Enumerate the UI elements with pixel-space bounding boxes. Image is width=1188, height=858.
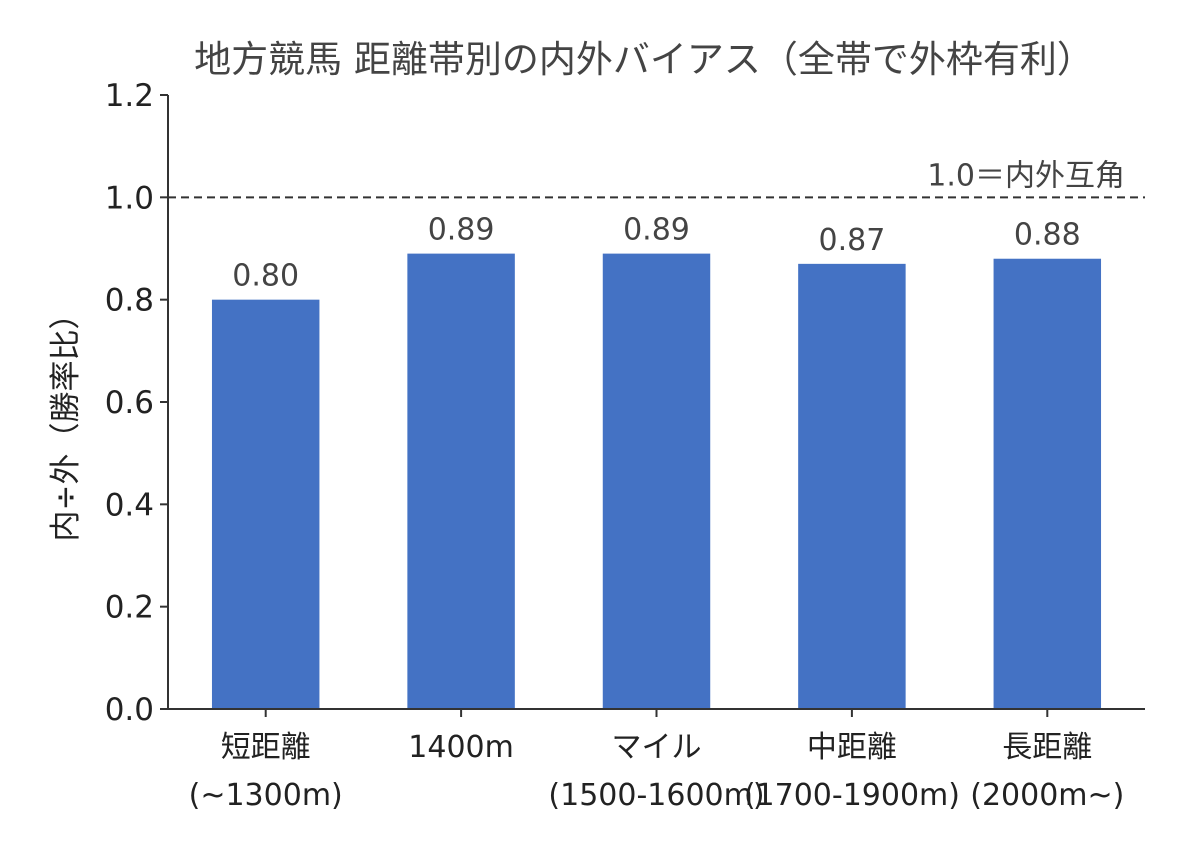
y-tick-label: 0.6 bbox=[105, 385, 154, 421]
bar bbox=[407, 253, 515, 709]
data-label: 0.89 bbox=[623, 213, 690, 248]
x-tick-label: (~1300m) bbox=[189, 778, 343, 813]
reference-line-label: 1.0＝内外互角 bbox=[927, 158, 1125, 193]
y-tick-label: 0.0 bbox=[105, 692, 154, 728]
y-tick-label: 1.0 bbox=[105, 180, 154, 216]
x-ticks-group: 短距離 (~1300m) 1400m マイル (1500-1600m) 中距離 (1700-… bbox=[189, 709, 1124, 813]
data-label: 0.89 bbox=[428, 213, 495, 248]
x-tick-label: 1400m bbox=[408, 730, 514, 765]
x-tick-label: 中距離 bbox=[807, 730, 897, 765]
x-tick-label: 長距離 bbox=[1002, 730, 1092, 765]
y-axis-label: 内÷外（勝率比） bbox=[48, 299, 84, 542]
bar bbox=[211, 299, 320, 709]
bars-group bbox=[211, 253, 1102, 709]
x-tick-label: マイル bbox=[612, 730, 702, 765]
data-labels-group: 0.80 0.89 0.89 0.87 0.88 bbox=[232, 213, 1080, 294]
bar bbox=[602, 253, 711, 709]
x-tick-label: (2000m~) bbox=[970, 778, 1124, 813]
x-tick-label: (1500-1600m) bbox=[548, 778, 764, 813]
data-label: 0.88 bbox=[1014, 218, 1081, 253]
x-tick-label: 短距離 bbox=[221, 730, 311, 765]
chart-title: 地方競馬 距離帯別の内外バイアス（全帯で外枠有利） bbox=[194, 38, 1094, 81]
data-label: 0.80 bbox=[232, 259, 299, 294]
y-tick-label: 0.8 bbox=[105, 283, 154, 319]
bar bbox=[993, 258, 1102, 709]
reference-line-group: 1.0＝内外互角 bbox=[168, 158, 1145, 199]
y-tick-label: 0.2 bbox=[105, 590, 154, 626]
y-ticks-group: 0.0 0.2 0.4 0.6 0.8 1.0 1.2 bbox=[105, 78, 168, 728]
x-tick-label: (1700-1900m) bbox=[744, 778, 960, 813]
y-tick-label: 1.2 bbox=[105, 78, 154, 114]
bar bbox=[798, 263, 906, 709]
y-tick-label: 0.4 bbox=[105, 487, 154, 523]
data-label: 0.87 bbox=[819, 223, 886, 258]
